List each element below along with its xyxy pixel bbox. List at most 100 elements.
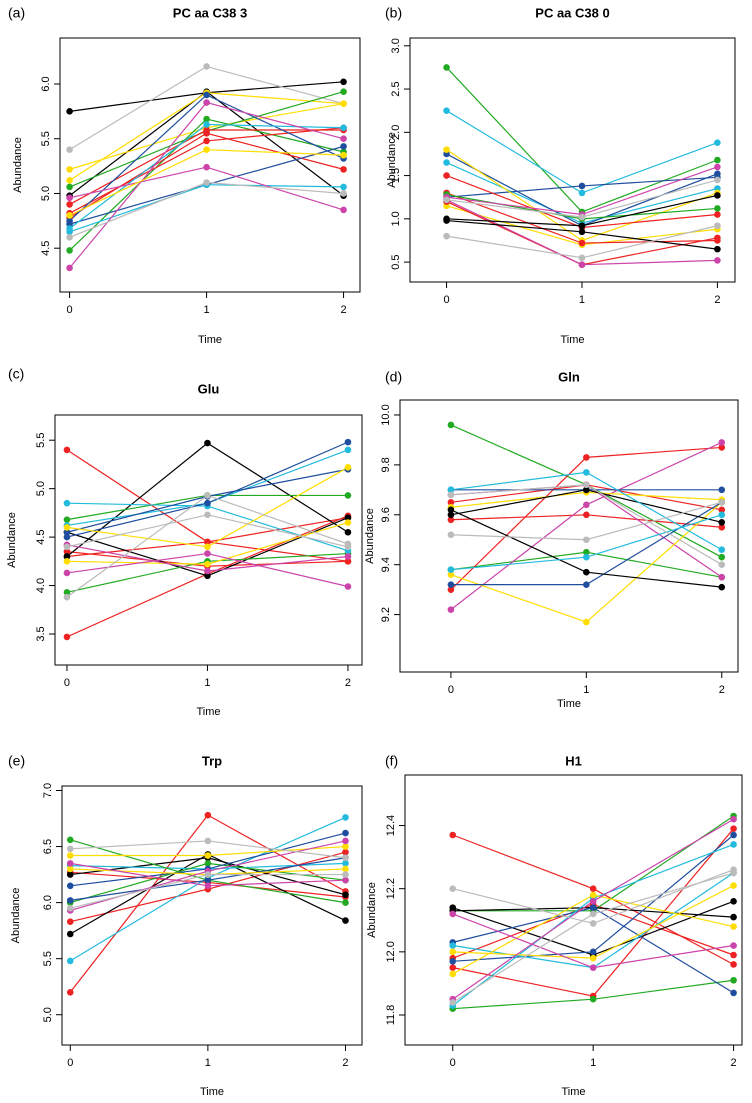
y-tick-label: 6.0: [40, 76, 52, 91]
data-point: [730, 942, 737, 949]
panel-label: (d): [385, 369, 402, 385]
x-tick-label: 1: [590, 1057, 596, 1069]
y-tick-label: 2.5: [390, 81, 402, 96]
x-tick-label: 0: [67, 304, 73, 316]
y-tick-label: 4.5: [35, 529, 47, 544]
data-point: [730, 976, 737, 984]
y-tick-label: 12.0: [385, 941, 397, 962]
data-point: [730, 831, 737, 839]
series-line: [69, 65, 344, 151]
data-point: [730, 913, 737, 921]
data-point: [447, 566, 455, 573]
data-point: [730, 961, 737, 968]
data-point: [714, 257, 721, 264]
data-point: [203, 179, 210, 186]
data-point: [66, 166, 73, 173]
y-axis-label: Abundance: [366, 882, 378, 938]
y-tick-label: 9.8: [380, 457, 392, 472]
data-point: [449, 948, 457, 956]
data-point: [340, 100, 347, 107]
data-point: [344, 528, 352, 536]
data-point: [340, 183, 347, 191]
data-point: [583, 511, 590, 519]
x-tick-label: 1: [204, 304, 210, 316]
data-point: [730, 815, 737, 823]
data-point: [66, 860, 74, 867]
plot-frame: [59, 37, 361, 293]
data-point: [63, 593, 71, 601]
data-point: [449, 970, 457, 978]
x-tick-label: 0: [448, 684, 454, 696]
data-point: [447, 581, 455, 588]
data-point: [342, 899, 349, 906]
data-point: [342, 814, 349, 821]
data-point: [447, 571, 455, 578]
data-point: [443, 196, 450, 204]
data-point: [204, 499, 211, 507]
x-tick-label: 0: [67, 1057, 73, 1069]
data-point: [204, 550, 211, 557]
data-point: [583, 581, 590, 588]
data-point: [589, 891, 597, 899]
data-point: [344, 492, 352, 499]
data-point: [449, 958, 457, 965]
data-point: [204, 871, 212, 878]
data-point: [589, 948, 597, 956]
data-point: [66, 989, 74, 996]
data-point: [66, 852, 74, 859]
data-point: [66, 177, 73, 184]
data-point: [447, 516, 455, 524]
data-point: [583, 548, 590, 556]
y-axis-label: Abundance: [364, 508, 376, 564]
data-point: [583, 486, 590, 494]
x-axis-label: Time: [200, 1086, 224, 1098]
data-point: [443, 232, 450, 240]
chart-title: H1: [565, 753, 582, 768]
y-tick-label: 5.5: [40, 131, 52, 146]
data-point: [63, 543, 71, 551]
data-point: [714, 156, 721, 164]
data-point: [342, 891, 349, 899]
x-tick-label: 2: [731, 1057, 737, 1069]
data-point: [204, 837, 212, 845]
y-tick-label: 5.5: [42, 951, 54, 966]
data-point: [344, 514, 352, 522]
data-point: [340, 143, 347, 150]
data-point: [344, 558, 352, 565]
data-point: [66, 836, 74, 844]
series-line: [69, 132, 344, 219]
data-point: [344, 553, 352, 560]
data-point: [342, 829, 349, 837]
data-point: [589, 954, 597, 962]
data-point: [63, 553, 71, 560]
data-point: [342, 865, 349, 873]
y-axis-label: Abundance: [6, 512, 18, 568]
data-point: [714, 163, 721, 171]
y-tick-label: 9.2: [380, 607, 392, 622]
y-tick-label: 9.4: [380, 557, 392, 572]
data-point: [203, 91, 210, 99]
data-point: [449, 910, 457, 918]
data-point: [66, 183, 73, 191]
data-point: [718, 573, 726, 581]
data-point: [342, 871, 349, 878]
data-point: [204, 439, 211, 447]
x-axis-label: Time: [557, 698, 581, 710]
y-tick-label: 3.5: [35, 626, 47, 641]
data-point: [578, 222, 586, 230]
chart-title: Trp: [202, 753, 222, 768]
data-point: [714, 222, 721, 230]
data-point: [63, 499, 71, 507]
data-point: [730, 841, 737, 848]
data-point: [66, 108, 73, 115]
data-point: [66, 233, 73, 241]
data-point: [344, 446, 352, 454]
data-point: [340, 206, 347, 214]
x-tick-label: 2: [340, 304, 346, 316]
data-point: [718, 523, 726, 531]
plot-frame: [54, 414, 363, 666]
data-point: [718, 553, 726, 561]
y-axis-label: Abundance: [12, 137, 24, 193]
panel-label: (f): [385, 753, 398, 769]
data-point: [203, 115, 210, 123]
